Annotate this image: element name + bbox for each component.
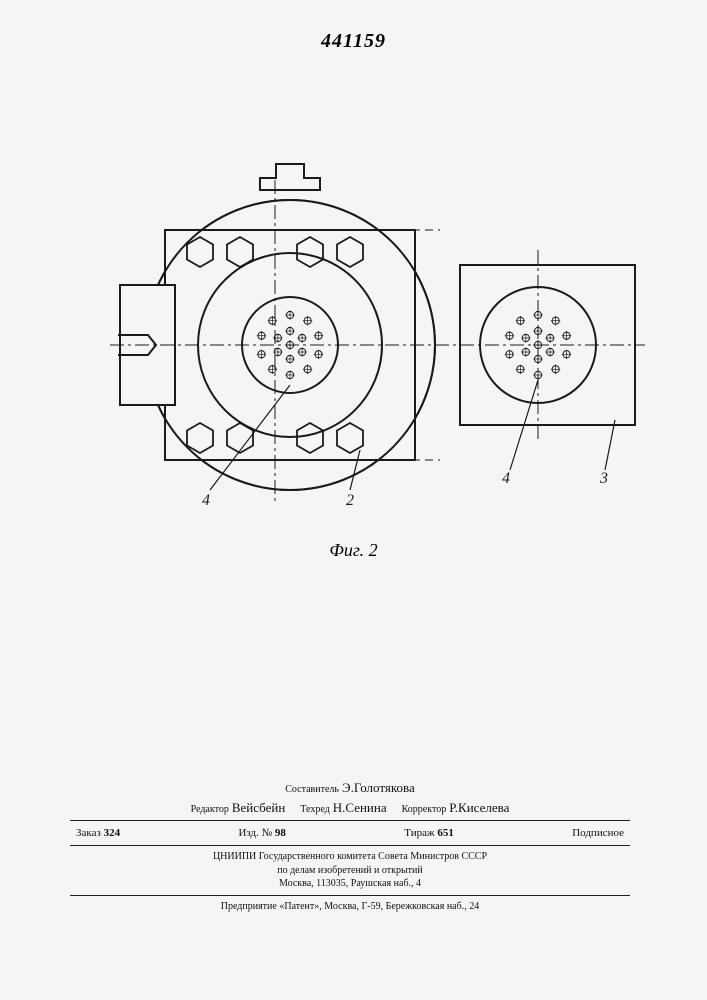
divider bbox=[70, 820, 630, 821]
divider bbox=[70, 895, 630, 896]
subscription-cell: Подписное bbox=[572, 827, 624, 839]
figure-2: 4 2 4 3 bbox=[60, 160, 650, 530]
print-row: Заказ 324 Изд. № 98 Тираж 651 Подписное bbox=[70, 825, 630, 841]
page: 441159 4 2 4 3 Фиг. 2 Составитель Э.Голотяк… bbox=[0, 0, 707, 1000]
issue-cell: Изд. № 98 bbox=[238, 827, 285, 839]
divider bbox=[70, 845, 630, 846]
colophon-block: Составитель Э.Голотякова Редактор Вейсбе… bbox=[70, 780, 630, 913]
corrector-name: Р.Киселева bbox=[449, 800, 509, 815]
tech-editor-label: Техред bbox=[300, 804, 329, 815]
org-line-2: по делам изобретений и открытий bbox=[70, 864, 630, 878]
compiler-line: Составитель Э.Голотякова bbox=[70, 780, 630, 796]
org-line-3: Москва, 113035, Раушская наб., 4 bbox=[70, 877, 630, 891]
svg-text:4: 4 bbox=[202, 492, 210, 509]
figure-svg: 4 2 4 3 bbox=[60, 160, 650, 530]
compiler-name: Э.Голотякова bbox=[342, 780, 415, 795]
tech-editor-name: Н.Сенина bbox=[333, 800, 387, 815]
patent-number: 441159 bbox=[321, 30, 386, 53]
org-line-1: ЦНИИПИ Государственного комитета Совета … bbox=[70, 850, 630, 864]
svg-text:3: 3 bbox=[599, 470, 608, 487]
credits-line: Редактор Вейсбейн Техред Н.Сенина Коррек… bbox=[70, 800, 630, 816]
compiler-label: Составитель bbox=[285, 784, 339, 795]
circ-cell: Тираж 651 bbox=[404, 827, 454, 839]
org-block: ЦНИИПИ Государственного комитета Совета … bbox=[70, 850, 630, 891]
order-cell: Заказ 324 bbox=[76, 827, 120, 839]
editor-label: Редактор bbox=[191, 804, 229, 815]
printer-line: Предприятие «Патент», Москва, Г-59, Бере… bbox=[70, 900, 630, 914]
svg-text:2: 2 bbox=[346, 492, 354, 509]
corrector-label: Корректор bbox=[402, 804, 447, 815]
editor-name: Вейсбейн bbox=[232, 800, 285, 815]
figure-caption: Фиг. 2 bbox=[329, 540, 377, 561]
svg-text:4: 4 bbox=[502, 470, 510, 487]
